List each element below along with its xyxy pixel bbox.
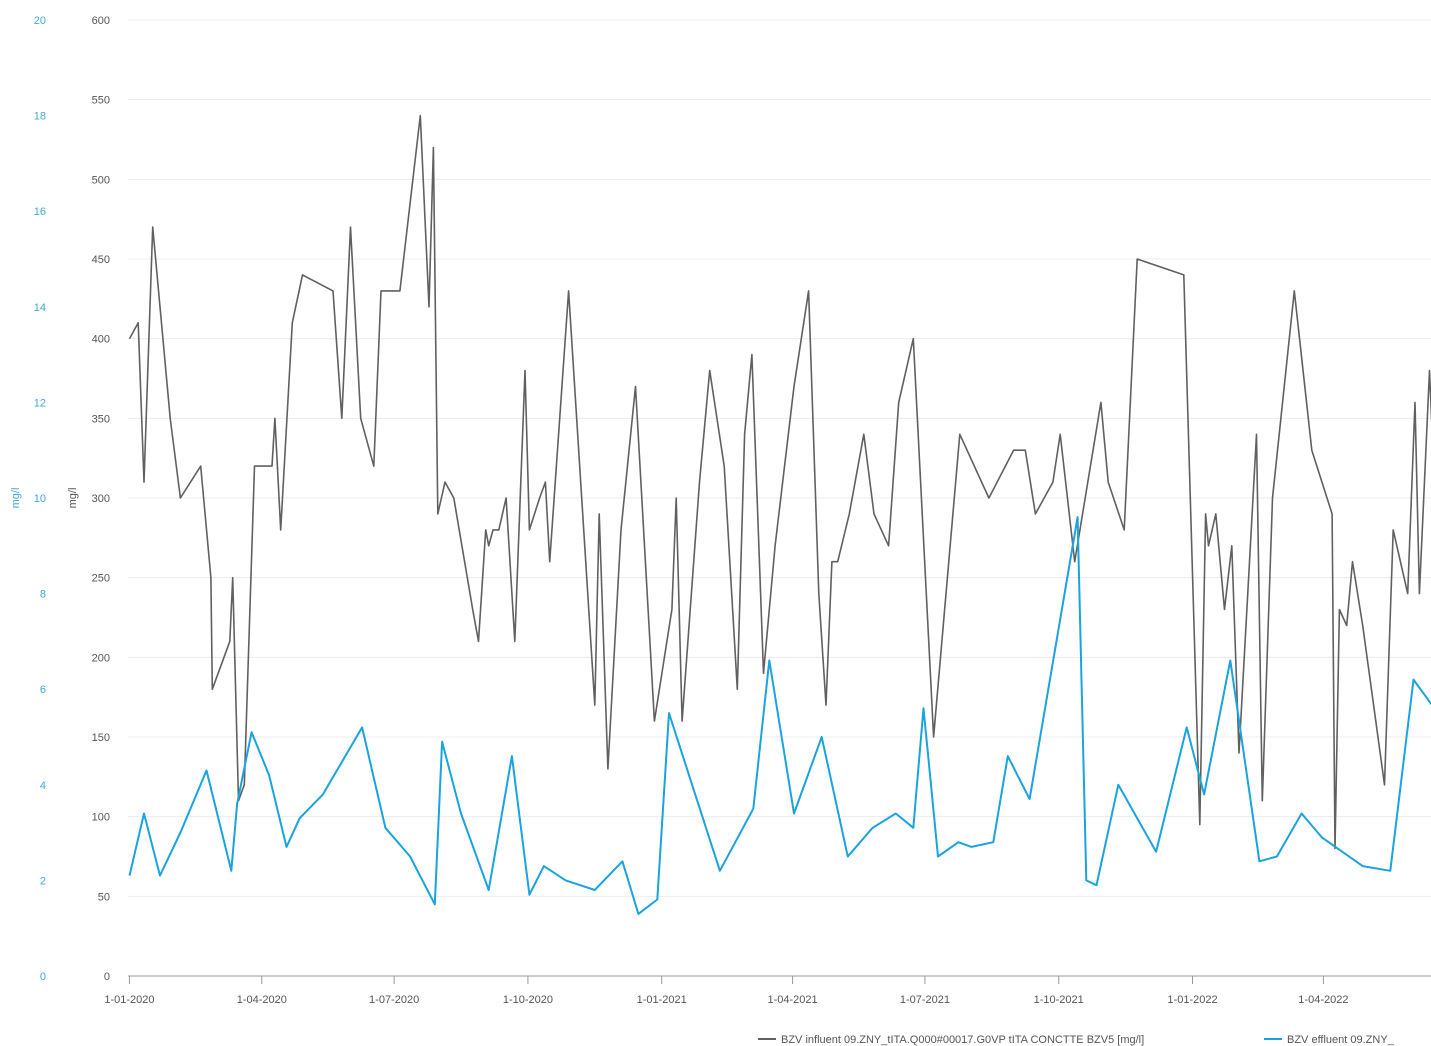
- legend-label-effluent[interactable]: BZV effluent 09.ZNY_: [1287, 1034, 1395, 1046]
- right-axis-tick-label: 450: [92, 254, 110, 266]
- x-axis-tick-label: 1-04-2022: [1298, 994, 1348, 1006]
- x-axis-tick-label: 1-10-2020: [503, 994, 553, 1006]
- x-axis-tick-label: 1-04-2020: [237, 994, 287, 1006]
- right-axis-tick-label: 500: [92, 174, 110, 186]
- left-axis-ticks: 0 2 4 6 8 10 12 14 16 18 20: [34, 15, 46, 983]
- left-axis-tick-label: 18: [34, 111, 46, 123]
- x-axis-tick-label: 1-07-2020: [369, 994, 419, 1006]
- left-axis-tick-label: 6: [40, 684, 46, 696]
- left-axis-tick-label: 2: [40, 875, 46, 887]
- right-axis-tick-label: 150: [92, 732, 110, 744]
- left-axis-tick-label: 16: [34, 206, 46, 218]
- x-axis-tick-label: 1-01-2020: [104, 994, 154, 1006]
- right-axis-tick-label: 300: [92, 493, 110, 505]
- right-axis-tick-label: 100: [92, 812, 110, 824]
- left-axis-title: mg/l: [10, 488, 22, 509]
- left-axis-tick-label: 4: [40, 780, 46, 792]
- right-axis-tick-label: 350: [92, 413, 110, 425]
- right-axis-tick-label: 250: [92, 573, 110, 585]
- right-axis-ticks: 0 50 100 150 200 250 300 350 400 450 500 550 600: [92, 15, 110, 983]
- left-axis-tick-label: 10: [34, 493, 46, 505]
- x-axis-tick-label: 1-01-2021: [637, 994, 687, 1006]
- legend[interactable]: BZV influent 09.ZNY_tITA.Q000#00017.G0VP…: [758, 1034, 1395, 1046]
- right-axis-tick-label: 50: [98, 891, 110, 903]
- series-lines: [128, 114, 1431, 915]
- gridlines: [128, 19, 1431, 897]
- right-axis-tick-label: 200: [92, 652, 110, 664]
- right-axis-tick-label: 400: [92, 334, 110, 346]
- left-axis-tick-label: 0: [40, 971, 46, 983]
- right-axis-tick-label: 0: [104, 971, 110, 983]
- x-axis-tick-label: 1-01-2022: [1167, 994, 1217, 1006]
- left-axis-tick-label: 12: [34, 397, 46, 409]
- left-axis-tick-label: 8: [40, 589, 46, 601]
- left-axis-tick-label: 20: [34, 15, 46, 27]
- x-axis-tick-label: 1-07-2021: [900, 994, 950, 1006]
- x-axis-tick-label: 1-04-2021: [768, 994, 818, 1006]
- series-line-influent: [128, 114, 1431, 850]
- right-axis-tick-label: 600: [92, 15, 110, 27]
- series-line-effluent: [128, 516, 1431, 915]
- left-axis-tick-label: 14: [34, 302, 46, 314]
- right-axis-title: mg/l: [67, 488, 79, 509]
- x-axis-ticks: 1-01-2020 1-04-2020 1-07-2020 1-10-2020 1-01…: [104, 976, 1348, 1006]
- x-axis-tick-label: 1-10-2021: [1034, 994, 1084, 1006]
- right-axis-tick-label: 550: [92, 95, 110, 107]
- legend-label-influent[interactable]: BZV influent 09.ZNY_tITA.Q000#00017.G0VP…: [781, 1034, 1144, 1046]
